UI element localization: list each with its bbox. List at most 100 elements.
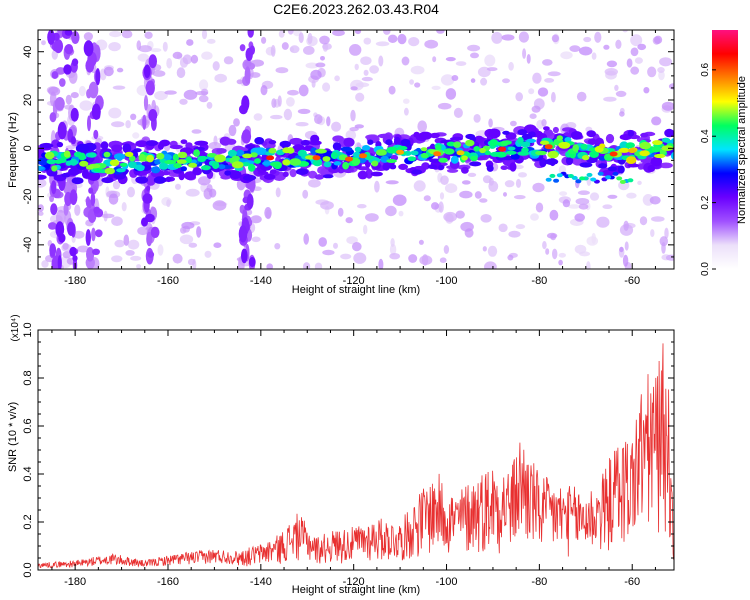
spectrogram-cell <box>323 161 332 168</box>
spectrogram-cell <box>579 176 586 181</box>
spectrogram-cell <box>520 141 531 148</box>
spectrogram-cell <box>443 211 458 222</box>
spectrogram-cell <box>387 34 398 43</box>
spectrogram-cell <box>365 155 374 160</box>
spectrogram-cell <box>464 228 474 238</box>
spectrogram-cell <box>545 248 550 255</box>
spectrogram-cell <box>429 158 442 163</box>
spectrogram-cell <box>235 149 245 157</box>
spectrogram-cell <box>172 253 183 264</box>
spectrogram-cell <box>164 90 177 95</box>
spectrogram-cell <box>153 176 166 184</box>
spectrogram-cell <box>287 89 299 96</box>
spectrogram-cell <box>375 149 387 156</box>
spectrogram-cell <box>371 160 379 167</box>
spectrogram-cell <box>56 141 64 148</box>
spectrogram-cell <box>507 146 516 151</box>
spectrogram-cell <box>482 175 492 184</box>
spectrogram-cell <box>74 204 81 216</box>
spectrogram-cell <box>322 174 334 179</box>
spectrogram-cell <box>132 132 140 139</box>
spectrogram-cell <box>79 160 89 167</box>
spectrogram-cell <box>125 120 131 129</box>
spectrogram-cell <box>353 151 361 159</box>
spectrogram-cell <box>627 130 635 137</box>
spectrogram-cell <box>214 73 227 83</box>
snr-x-tick-label: -140 <box>250 576 272 588</box>
spectrogram-cell <box>150 48 162 53</box>
spectrogram-cell <box>320 201 334 210</box>
spectrogram-cell <box>148 54 157 69</box>
spectrogram-cell <box>41 260 49 268</box>
spectrogram-cell <box>81 169 89 179</box>
spectrogram-cell <box>558 252 566 258</box>
spectrogram-cell <box>544 78 555 83</box>
spectrogram-cell <box>186 39 194 46</box>
spectrogram-cell <box>535 150 547 156</box>
spectrogram-cell <box>591 52 597 60</box>
spectrogram-cell <box>495 151 507 158</box>
snr-x-tick-label: -60 <box>624 576 640 588</box>
snr-y-label: SNR (10 * v/v) <box>7 402 19 472</box>
spectrogram-cell <box>489 139 498 147</box>
spectrogram-cell <box>618 147 630 153</box>
spectrogram-cell <box>135 140 148 148</box>
spectrogram-cell <box>354 63 359 71</box>
spectrogram-cell <box>283 108 293 121</box>
spectrogram-cell <box>659 57 673 67</box>
spectrogram-cell <box>558 141 571 149</box>
spectrogram-cell <box>246 193 254 210</box>
spectrogram-cell <box>233 118 240 127</box>
spectrogram-cell <box>608 148 616 153</box>
spectrogram-cell <box>619 141 629 150</box>
spectrogram-cell <box>480 77 488 86</box>
spectrogram-cell <box>172 51 183 60</box>
spectrogram-cell <box>568 204 581 209</box>
spectrogram-cell <box>86 247 95 262</box>
spectrogram-cell <box>177 151 188 159</box>
spectrogram-cell <box>634 57 643 64</box>
spectrogram-cell <box>142 114 147 130</box>
spectrogram-cell <box>282 171 289 178</box>
spectrogram-cell <box>70 136 76 145</box>
spectrogram-cell <box>250 215 262 224</box>
spectrogram-cell <box>579 46 593 56</box>
spectrogram-cell <box>125 250 135 256</box>
spectrogram-y-label: Frequency (Hz) <box>7 112 19 188</box>
spectrogram-cell <box>357 204 367 209</box>
spectrogram-cell <box>654 35 663 44</box>
spectrogram-cell <box>630 47 639 57</box>
spectrogram-cell <box>450 155 459 164</box>
spectrogram-cell <box>443 148 455 155</box>
spectrogram-cell <box>342 161 349 170</box>
spectrogram-cell <box>437 102 452 110</box>
spectrogram-cell <box>187 258 196 266</box>
spectrogram-cell <box>590 177 597 182</box>
snr-x-tick-label: -120 <box>343 576 365 588</box>
spectrogram-cell <box>268 140 277 145</box>
spectrogram-cell <box>340 146 353 152</box>
spectrogram-cell <box>455 61 467 66</box>
spectrogram-cell <box>64 44 74 55</box>
spectrogram-cell <box>245 181 256 190</box>
spectrogram-x-tick-label: -80 <box>531 275 547 287</box>
spectrogram-cell <box>370 171 383 177</box>
spectrogram-cell <box>318 237 328 247</box>
spectrogram-cell <box>241 129 252 144</box>
spectrogram-cell <box>185 142 193 149</box>
spectrogram-cell <box>145 140 159 147</box>
spectrogram-cell <box>361 76 373 82</box>
spectrogram-cell <box>229 170 242 180</box>
spectrogram-cell <box>289 137 303 146</box>
spectrogram-cell <box>108 107 122 119</box>
spectrogram-cell <box>269 169 277 175</box>
spectrogram-cell <box>62 251 72 259</box>
spectrogram-cell <box>75 143 90 154</box>
snr-y-tick-label: 0.2 <box>22 514 34 529</box>
spectrogram-cell <box>549 173 556 178</box>
snr-y-tick-label: 0.8 <box>22 370 34 385</box>
spectrogram-cell <box>311 79 316 88</box>
spectrogram-cell <box>146 231 153 247</box>
spectrogram-cell <box>119 162 128 167</box>
spectrogram-cell <box>418 239 424 245</box>
